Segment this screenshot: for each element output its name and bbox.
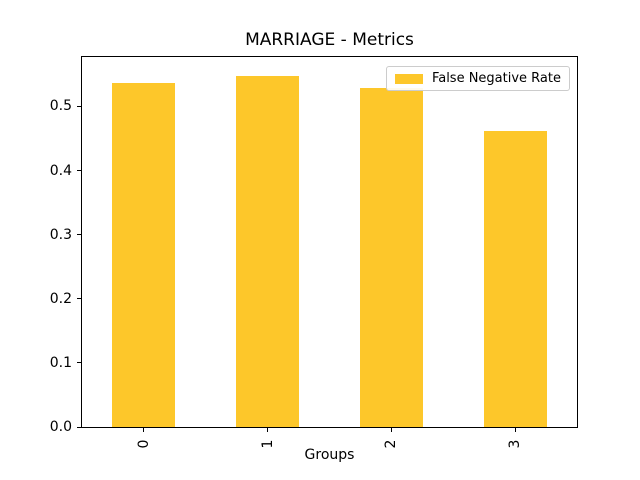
legend-color-swatch-icon	[394, 73, 423, 84]
y-tick-label: 0.0	[49, 419, 72, 435]
x-tick-mark	[143, 428, 145, 432]
y-tick-label: 0.3	[49, 226, 72, 243]
bar	[236, 75, 300, 427]
y-tick-label: 0.5	[49, 98, 72, 115]
chart-title: MARRIAGE - Metrics	[245, 30, 414, 50]
x-tick-mark	[390, 428, 392, 432]
y-tick-mark	[77, 298, 81, 300]
bar	[112, 83, 176, 427]
y-tick-mark	[77, 362, 81, 364]
y-tick-label: 0.2	[49, 290, 72, 307]
legend: False Negative Rate	[385, 66, 570, 91]
y-tick-mark	[77, 170, 81, 172]
y-tick-mark	[77, 426, 81, 428]
y-tick-mark	[77, 234, 81, 236]
y-tick-mark	[77, 105, 81, 107]
y-tick-label: 0.1	[49, 354, 72, 371]
y-tick-label: 0.4	[49, 162, 72, 179]
legend-entry-label: False Negative Rate	[431, 71, 561, 86]
x-axis-label: Groups	[304, 447, 355, 463]
bar	[359, 88, 423, 427]
bar	[483, 131, 547, 427]
x-tick-mark	[514, 428, 516, 432]
x-tick-mark	[267, 428, 269, 432]
